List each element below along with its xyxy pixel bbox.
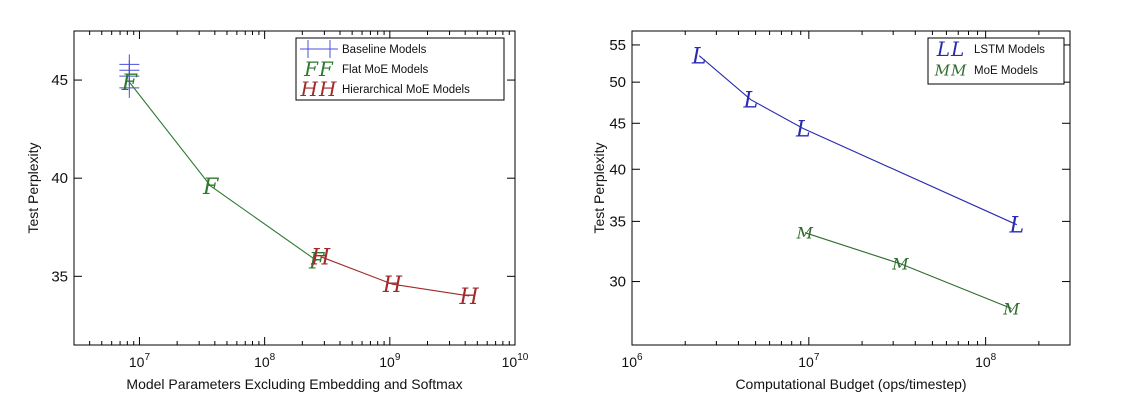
data-point: L [1008,214,1024,239]
y-tick-label: 45 [51,72,68,89]
x-tick-label: 107 [798,352,820,370]
data-point: H [459,285,480,310]
data-point: H [382,273,403,298]
series-M: M M M [796,223,1021,318]
legend-label: Baseline Models [342,44,427,56]
y-tick-label: 45 [609,115,626,132]
series-line [128,81,317,262]
data-point: M [891,255,909,274]
y-tick-label: 40 [51,170,68,187]
y-axis-label: Test Perplexity [591,142,607,233]
data-point: F [202,175,219,200]
data-point: H [310,246,331,271]
y-tick-label: 35 [51,268,68,285]
legend-label: MoE Models [974,65,1038,77]
x-tick-label: 106 [621,352,643,370]
x-tick-label: 108 [254,352,276,370]
x-tick-label: 107 [129,352,151,370]
data-point: F [121,71,138,96]
series-line [698,55,1018,226]
legend-swatch: FF [303,57,334,81]
y-tick-label: 30 [609,274,626,291]
data-point: M [796,223,814,242]
y-tick-label: 50 [609,74,626,91]
legend-swatch: HH [300,77,338,101]
legend-label: Flat MoE Models [342,64,429,76]
data-point: L [691,45,707,70]
legend-swatch: LL [936,37,966,61]
legend: Baseline Models FF Flat MoE Models HH Hierar… [295,37,505,101]
data-point [119,77,140,98]
legend-swatch: MM [934,61,968,79]
x-tick-label: 109 [379,352,401,370]
y-tick-label: 40 [609,161,626,178]
y-tick-label: 55 [609,37,626,54]
series-L: L L L L [691,45,1024,239]
x-tick-label: 1010 [502,352,529,370]
plot-frame [631,30,1071,346]
series-H: H H H [310,246,480,310]
series-F: F F F [121,71,325,275]
y-axis-label: Test Perplexity [25,142,41,233]
legend-box [927,37,1065,85]
legend-label: LSTM Models [974,44,1045,56]
series-line [804,232,1012,310]
data-point: F [308,250,325,275]
data-point: L [743,89,759,114]
data-point: L [795,117,811,142]
chart-1: 107 108 109 1010 35 40 45 Model Parameters Excl… [25,30,529,392]
x-tick-label: 108 [975,352,997,370]
x-axis-label: Computational Budget (ops/timestep) [735,376,966,392]
legend-box [295,37,505,101]
legend-swatch [300,40,338,58]
series-line [320,256,470,297]
data-point: M [1002,299,1020,318]
legend-label: Hierarchical MoE Models [342,84,470,96]
plot-frame [73,30,516,346]
x-axis-label: Model Parameters Excluding Embedding and… [126,376,462,392]
legend: LL LSTM Models MM MoE Models [927,37,1065,85]
y-tick-label: 35 [609,213,626,230]
chart-2: 106 107 108 30 35 40 45 50 55 Computational Budge… [591,30,1071,392]
